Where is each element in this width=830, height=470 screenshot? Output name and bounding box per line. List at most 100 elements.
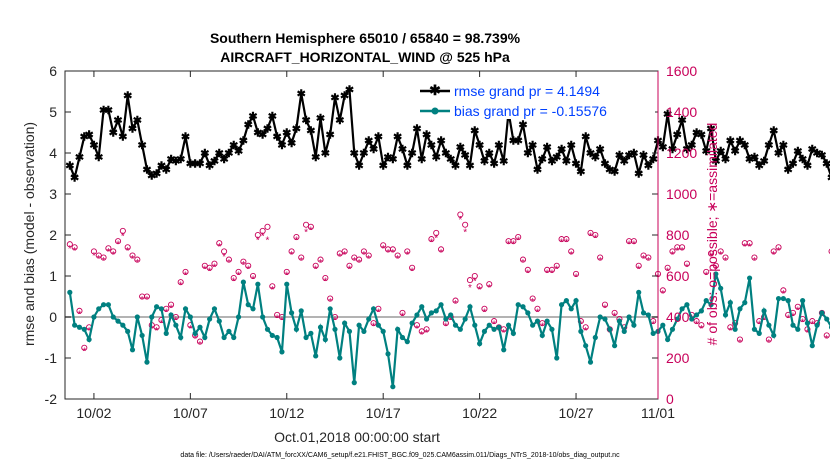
obs-assimilated-point: * [343, 250, 347, 261]
x-tick-label: 10/27 [559, 405, 594, 421]
rmse-point: ✱ [388, 154, 397, 166]
obs-possible-point [553, 262, 560, 269]
footnote: data file: /Users/raeder/DAI/ATM_forcXX/… [180, 452, 620, 459]
bias-point [491, 326, 497, 332]
rmse-point: ✱ [99, 105, 108, 117]
obs-possible-point [389, 246, 396, 253]
bias-point [433, 308, 439, 314]
rmse-point: ✱ [547, 156, 556, 168]
rmse-point: ✱ [128, 123, 137, 135]
obs-possible-point [529, 295, 536, 302]
rmse-point: ✱ [195, 158, 204, 170]
rmse-point: ✱ [292, 123, 301, 135]
bias-point [187, 314, 193, 320]
bias-point [250, 306, 256, 312]
obs-possible-point [264, 223, 271, 230]
obs-assimilated-point: * [401, 311, 405, 322]
x-axis-label: Oct.01,2018 00:00:00 start [274, 429, 440, 445]
obs-assimilated-point: * [87, 326, 91, 337]
obs-assimilated-point: * [159, 319, 163, 330]
rmse-point: ✱ [350, 148, 359, 160]
obs-possible-point [293, 233, 300, 241]
obs-possible-point [240, 258, 247, 265]
obs-assimilated-point: * [362, 250, 366, 261]
obs-assimilated-point: * [434, 234, 438, 245]
obs-possible-point [259, 227, 266, 234]
obs-assimilated-point: * [772, 250, 776, 261]
rmse-point: ✱ [248, 111, 257, 123]
rmse-point: ✱ [788, 158, 797, 170]
bias-point [274, 334, 280, 341]
bias-point [544, 318, 550, 324]
bias-point [665, 336, 671, 343]
bias-point [824, 316, 830, 322]
obs-assimilated-point: * [150, 324, 154, 335]
obs-assimilated-point: * [752, 256, 756, 267]
rmse-point: ✱ [422, 130, 431, 142]
obs-assimilated-point: * [781, 289, 785, 300]
rmse-point: ✱ [692, 128, 701, 140]
bias-point [718, 285, 724, 291]
obs-possible-point [283, 268, 290, 275]
rmse-point: ✱ [624, 150, 633, 162]
chart-title: Southern Hemisphere 65010 / 65840 = 98.7… [210, 30, 521, 46]
obs-possible-point [476, 283, 483, 290]
rmse-point: ✱ [374, 132, 383, 144]
rmse-point: ✱ [808, 144, 817, 156]
obs-assimilated-point: * [213, 262, 217, 273]
obs-assimilated-point: * [280, 316, 284, 327]
obs-assimilated-point: * [169, 303, 173, 314]
bias-point [414, 312, 420, 318]
rmse-point: ✱ [157, 160, 166, 172]
bias-point [732, 326, 738, 332]
bias-point [501, 347, 507, 353]
obs-assimilated-point: * [121, 232, 125, 243]
obs-possible-point [727, 324, 734, 331]
obs-possible-point [712, 262, 719, 269]
obs-assimilated-point: * [627, 240, 631, 251]
obs-possible-point [770, 248, 777, 255]
obs-possible-point [177, 279, 184, 286]
bias-point [578, 328, 584, 334]
bias-point [269, 332, 275, 339]
obs-assimilated-point: * [237, 270, 241, 281]
obs-assimilated-point: * [704, 270, 708, 281]
bias-point [139, 332, 145, 339]
obs-assimilated-point: * [246, 264, 250, 275]
obs-assimilated-point: * [719, 250, 723, 261]
obs-assimilated-point: * [266, 236, 270, 247]
obs-possible-point [307, 223, 314, 230]
obs-assimilated-point: * [396, 254, 400, 265]
bias-point [481, 328, 488, 334]
rmse-point: ✱ [244, 119, 253, 131]
rmse-point: ✱ [166, 154, 175, 166]
obs-assimilated-point: * [193, 334, 197, 345]
obs-possible-point [76, 307, 83, 314]
bias-point [211, 306, 218, 312]
bias-point [279, 349, 285, 355]
obs-assimilated-point: * [651, 320, 655, 331]
y-tick-label-right: 400 [666, 309, 690, 325]
obs-assimilated-point: * [743, 242, 747, 253]
obs-assimilated-point: * [131, 254, 135, 265]
x-tick-label: 10/02 [76, 405, 111, 421]
obs-assimilated-point: * [415, 324, 419, 335]
obs-possible-point [471, 272, 478, 280]
bias-point [163, 330, 169, 336]
obs-assimilated-point: * [410, 266, 414, 277]
obs-assimilated-point: * [728, 326, 732, 337]
obs-possible-point [298, 254, 305, 261]
rmse-point: ✱ [538, 154, 547, 166]
bias-point [342, 320, 348, 326]
chart-subtitle: AIRCRAFT_HORIZONTAL_WIND @ 525 hPa [220, 49, 510, 65]
rmse-point: ✱ [543, 142, 552, 154]
obs-assimilated-point: * [574, 273, 578, 284]
bias-point [168, 312, 174, 318]
bias-point [457, 326, 463, 332]
obs-assimilated-point: * [646, 256, 650, 267]
obs-assimilated-point: * [367, 254, 371, 265]
bias-point [607, 326, 613, 332]
obs-possible-point [679, 244, 686, 251]
bias-point [771, 332, 777, 339]
